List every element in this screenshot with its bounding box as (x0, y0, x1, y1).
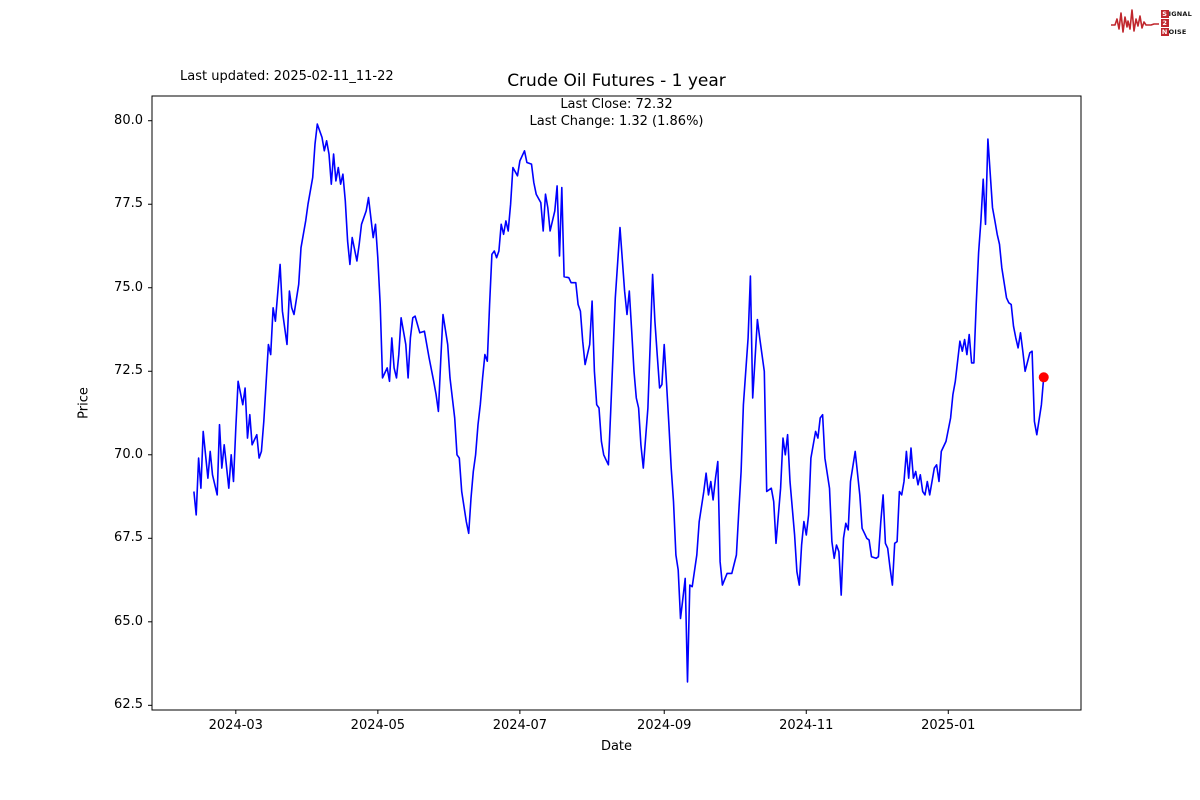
y-tick-label: 65.0 (114, 613, 143, 629)
last-price-marker (1038, 372, 1049, 383)
y-tick-label: 67.5 (114, 530, 143, 546)
logo-letter-2: 2 (1160, 18, 1169, 27)
y-tick-label: 72.5 (114, 363, 143, 379)
logo-waveform-icon (1110, 9, 1159, 33)
x-tick-label: 2024-05 (350, 718, 405, 733)
logo-word-noise: N OISE (1160, 27, 1192, 36)
y-tick-label: 62.5 (114, 697, 143, 713)
price-line (193, 123, 1045, 683)
logo-word-signal: S IGNAL (1160, 9, 1192, 18)
y-tick-label: 80.0 (114, 112, 143, 128)
logo-word-signal-rest: IGNAL (1168, 9, 1192, 18)
logo-letter-s: S (1160, 9, 1169, 18)
x-tick-label: 2024-03 (208, 718, 263, 733)
logo-word-noise-rest: OISE (1168, 27, 1187, 36)
chart-title: Crude Oil Futures - 1 year (507, 71, 726, 91)
last-updated-text: Last updated: 2025-02-11_11-22 (180, 69, 394, 84)
last-change-annotation: Last Change: 1.32 (1.86%) (529, 114, 704, 129)
logo: S IGNAL 2 N OISE (1110, 5, 1192, 41)
x-tick-label: 2024-07 (492, 718, 548, 733)
y-tick-label: 77.5 (114, 196, 143, 212)
logo-text: S IGNAL 2 N OISE (1160, 9, 1192, 36)
last-close-annotation: Last Close: 72.32 (560, 97, 673, 112)
logo-word-2: 2 (1160, 18, 1192, 27)
x-tick-label: 2024-09 (637, 718, 692, 733)
x-tick-label: 2025-01 (921, 718, 976, 733)
plot-border (151, 95, 1082, 711)
x-tick-label: 2024-11 (779, 718, 834, 733)
x-axis-label: Date (600, 739, 633, 754)
y-tick-label: 75.0 (114, 279, 143, 295)
y-tick-label: 70.0 (114, 446, 143, 462)
logo-letter-n: N (1160, 27, 1169, 36)
y-axis-label: Price (76, 387, 92, 419)
